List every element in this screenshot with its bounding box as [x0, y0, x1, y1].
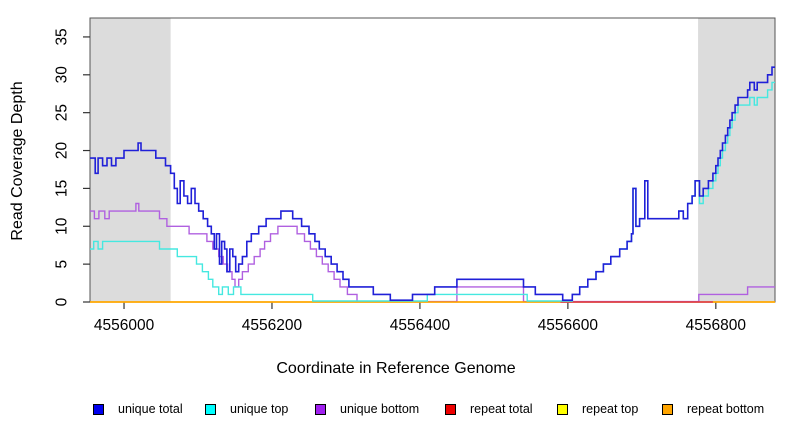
- legend-swatch-icon: [315, 403, 326, 415]
- legend-label: unique total: [118, 402, 183, 416]
- chart-legend: unique total unique top unique bottom repea…: [0, 400, 792, 420]
- legend-label: unique top: [230, 402, 289, 416]
- y-tick-label: 0: [54, 297, 71, 306]
- y-tick-label: 30: [54, 66, 71, 84]
- y-axis-title: Read Coverage Depth: [9, 81, 26, 241]
- legend-item-unique-bottom: unique bottom: [315, 400, 419, 418]
- plot-box: [89, 17, 776, 303]
- x-tick-label: 4556400: [390, 317, 451, 334]
- legend-item-repeat-total: repeat total: [445, 400, 533, 418]
- legend-swatch-icon: [205, 403, 216, 415]
- series-unique-top: [90, 81, 775, 302]
- y-tick-label: 25: [54, 104, 71, 121]
- y-tick-label: 35: [54, 28, 71, 45]
- legend-item-repeat-bottom: repeat bottom: [662, 400, 764, 418]
- legend-swatch-icon: [662, 403, 673, 415]
- legend-label: repeat total: [470, 402, 533, 416]
- series-unique-total: [90, 66, 775, 301]
- legend-item-unique-total: unique total: [93, 400, 183, 418]
- shaded-region: [698, 18, 775, 302]
- x-tick-label: 4556000: [94, 317, 155, 334]
- legend-item-unique-top: unique top: [205, 400, 288, 418]
- legend-item-repeat-top: repeat top: [557, 400, 638, 418]
- shaded-region: [90, 18, 171, 302]
- y-tick-label: 20: [54, 142, 71, 160]
- legend-label: unique bottom: [340, 402, 420, 416]
- y-tick-label: 5: [54, 260, 71, 269]
- x-tick-label: 4556600: [538, 317, 599, 334]
- y-tick-label: 10: [54, 217, 71, 235]
- legend-swatch-icon: [445, 403, 456, 415]
- legend-swatch-icon: [93, 403, 104, 415]
- x-axis-title: Coordinate in Reference Genome: [276, 360, 516, 377]
- y-tick-label: 15: [54, 180, 71, 197]
- legend-swatch-icon: [557, 403, 568, 415]
- legend-label: repeat bottom: [687, 402, 765, 416]
- x-tick-label: 4556200: [242, 317, 303, 334]
- legend-label: repeat top: [582, 402, 639, 416]
- x-tick-label: 4556800: [686, 317, 747, 334]
- series-unique-bottom: [90, 202, 775, 303]
